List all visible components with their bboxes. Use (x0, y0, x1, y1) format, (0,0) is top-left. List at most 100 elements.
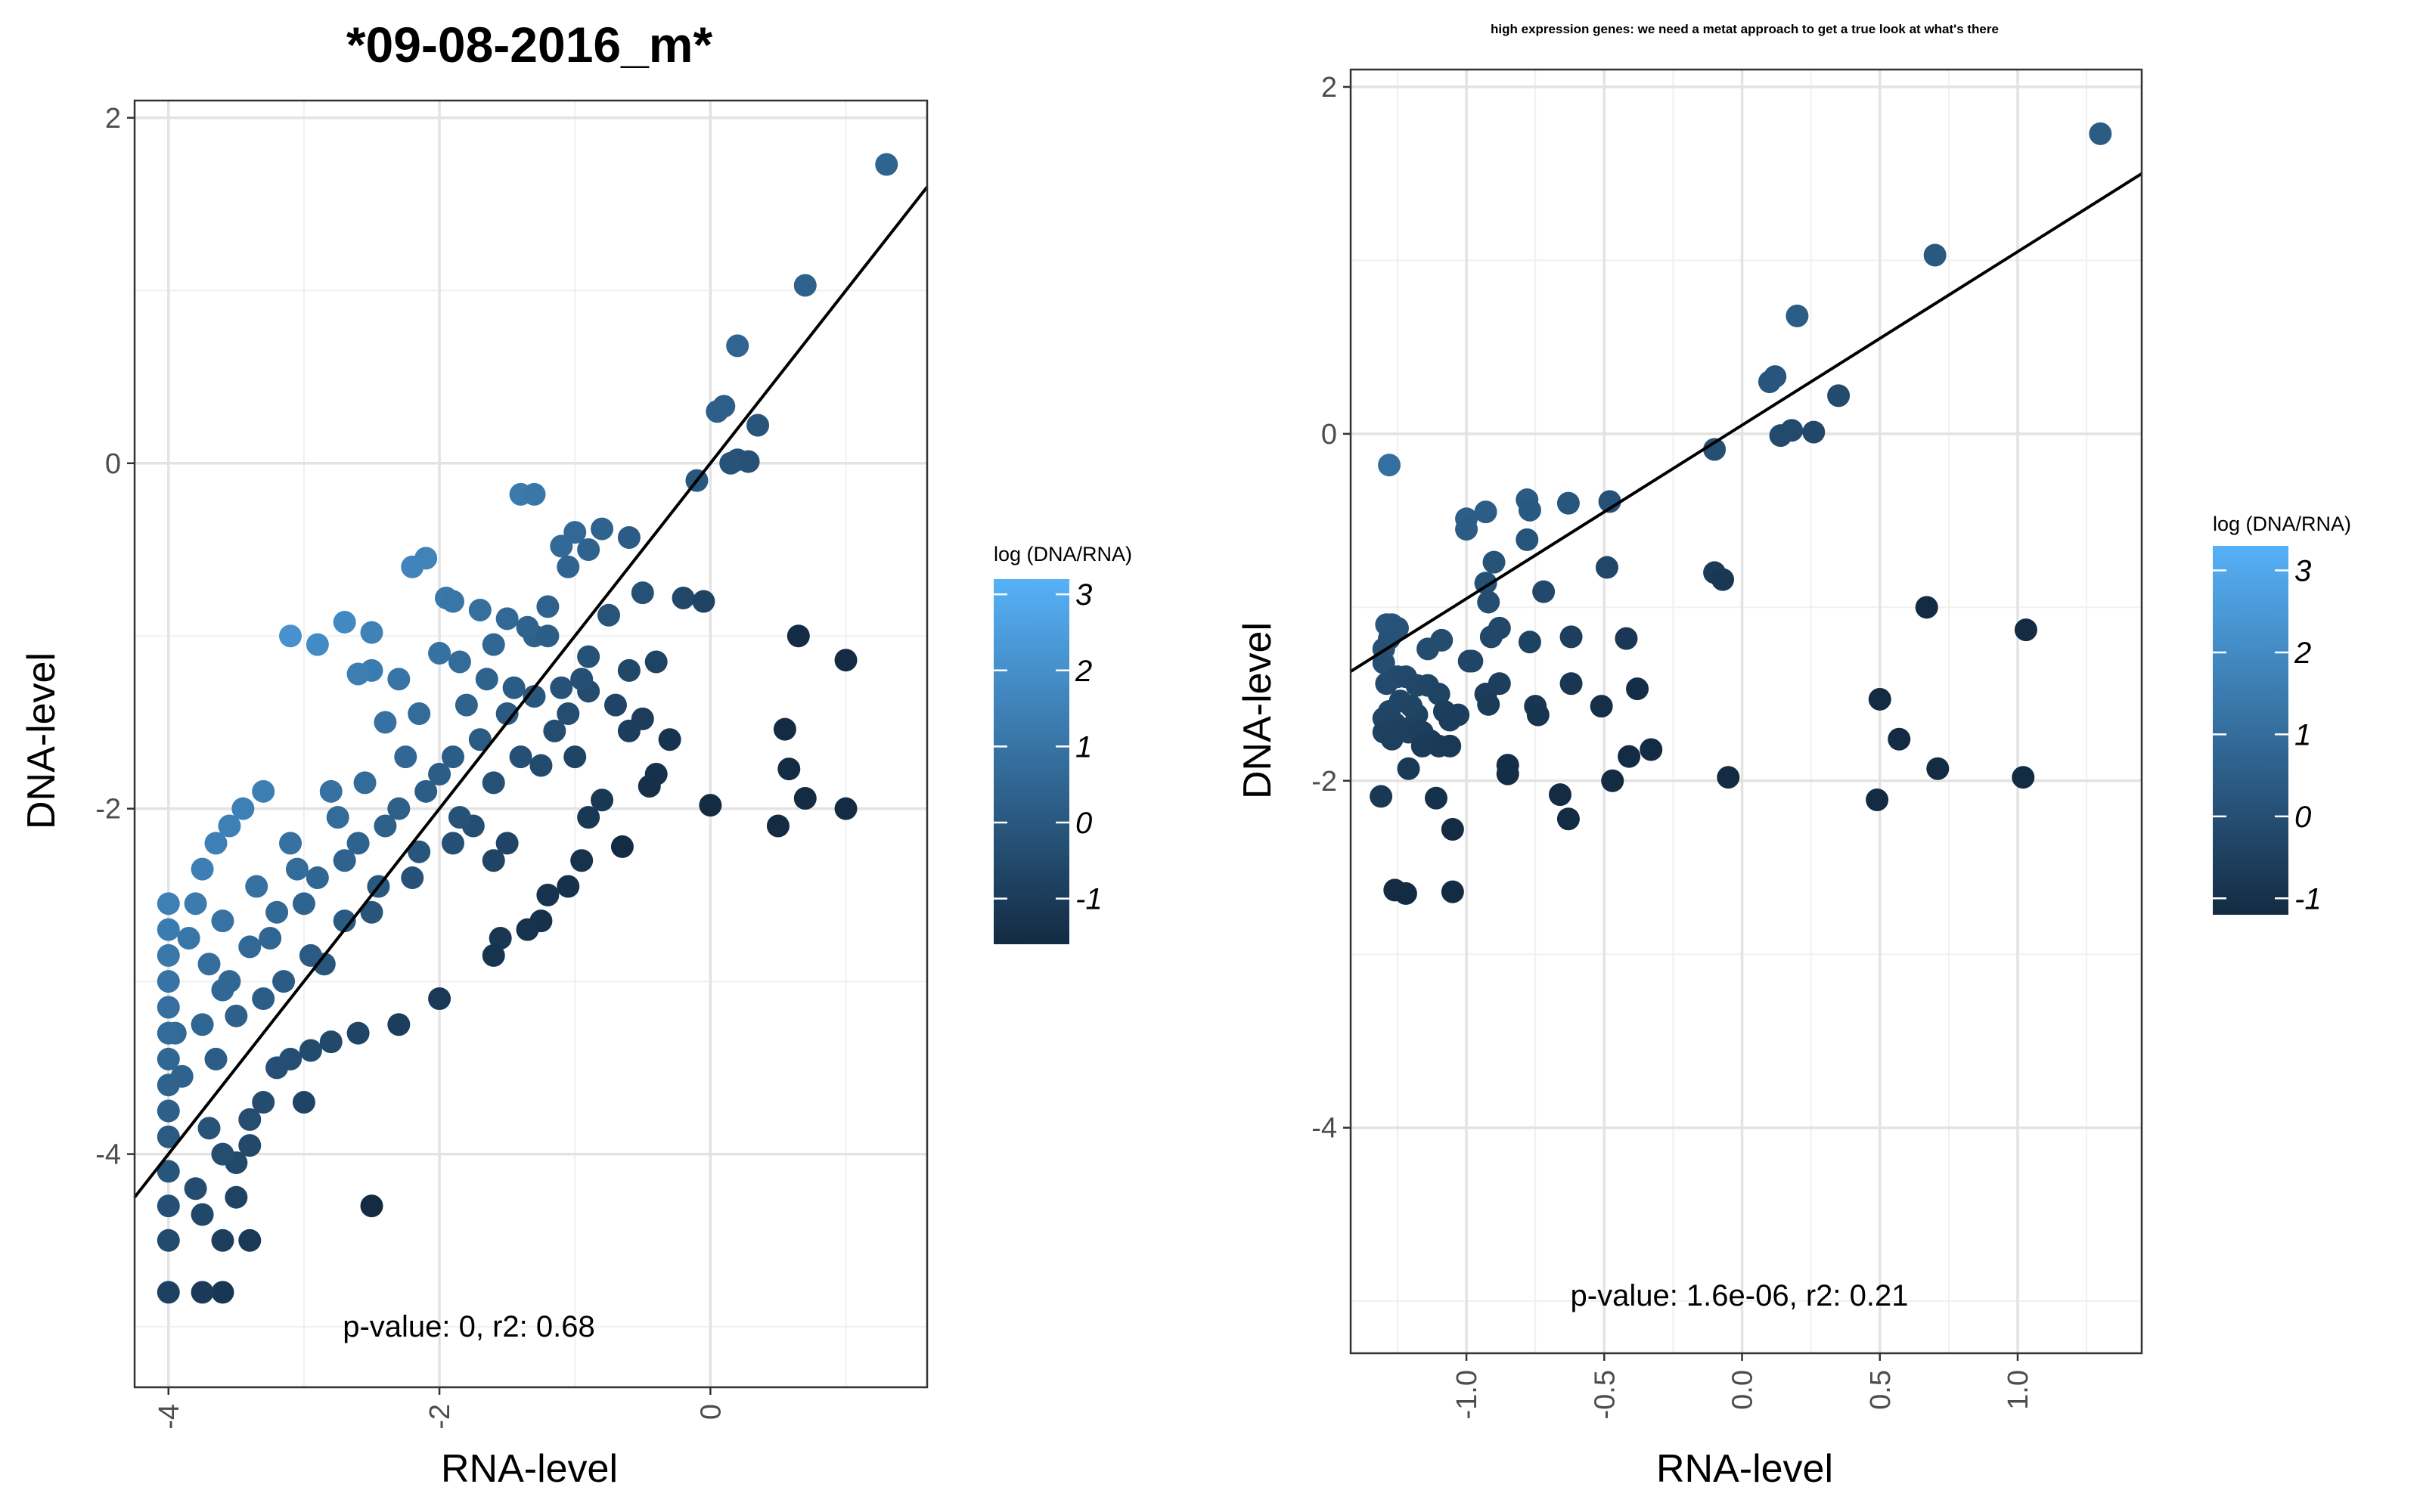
data-point (204, 832, 228, 855)
data-point (401, 866, 424, 890)
data-point (1559, 625, 1583, 649)
data-point (1926, 757, 1950, 780)
data-point (448, 806, 471, 829)
data-point (1866, 789, 1889, 812)
data-point (536, 595, 560, 618)
data-point (408, 702, 431, 726)
data-point (326, 806, 349, 829)
data-point (1868, 687, 1891, 711)
data-point (197, 953, 221, 976)
left-legend-title: log (DNA/RNA) (994, 543, 1132, 565)
data-point (1516, 528, 1539, 551)
data-point (495, 832, 519, 855)
data-point (292, 1091, 315, 1114)
x-tick-label: -0.5 (1589, 1370, 1621, 1419)
x-tick-label: -2 (424, 1404, 456, 1430)
data-point (238, 1228, 262, 1252)
data-point (793, 274, 817, 297)
data-point (577, 645, 600, 668)
data-point (374, 711, 397, 734)
data-point (1526, 703, 1550, 727)
data-point (265, 900, 289, 924)
colorbar-tick-label: 3 (1075, 578, 1092, 612)
data-point (252, 779, 275, 803)
colorbar-tick-label: 1 (1075, 730, 1092, 764)
data-point (157, 1228, 180, 1252)
data-point (157, 970, 180, 993)
data-point (502, 676, 526, 699)
data-point (550, 534, 573, 558)
left-chart: *09-08-2016_m* -4 -2 0 2 -4 -2 0 p-value: 0, r… (20, 17, 1132, 1491)
data-point (1548, 783, 1571, 807)
data-point (1427, 683, 1450, 706)
data-point (2012, 766, 2035, 789)
x-tick-label: -1.0 (1451, 1370, 1483, 1419)
data-point (766, 814, 790, 838)
data-point (191, 857, 214, 881)
y-tick-label: -4 (1311, 1113, 1337, 1145)
data-point (157, 1194, 180, 1218)
x-tick-label: 0.5 (1865, 1370, 1897, 1410)
data-point (374, 814, 397, 838)
data-point (495, 702, 519, 726)
data-point (1618, 745, 1641, 768)
data-point (1786, 304, 1809, 327)
data-point (737, 450, 760, 473)
data-point (218, 814, 241, 838)
data-point (157, 1074, 180, 1097)
data-point (333, 610, 356, 634)
data-point (557, 555, 580, 578)
data-point (834, 649, 858, 672)
data-point (1488, 616, 1511, 640)
x-tick-label: 0 (695, 1404, 727, 1420)
right-points (1370, 122, 2112, 905)
data-point (529, 754, 553, 777)
data-point (1640, 738, 1663, 761)
data-point (1615, 627, 1638, 650)
data-point (577, 538, 600, 561)
data-point (536, 624, 560, 648)
data-point (360, 621, 383, 644)
data-point (719, 451, 743, 475)
data-point (1518, 498, 1541, 522)
right-chart-title: high expression genes: we need a metat a… (1491, 22, 1999, 36)
data-point (387, 1013, 411, 1036)
data-point (563, 745, 587, 769)
data-point (211, 1228, 234, 1252)
data-point (408, 840, 431, 863)
right-colorbar-ticks: 3 2 1 0 -1 (2213, 555, 2322, 916)
data-point (157, 996, 180, 1019)
data-point (773, 717, 796, 741)
data-point (638, 774, 661, 798)
data-point (536, 883, 560, 906)
data-point (570, 849, 594, 872)
left-regression-line (133, 185, 929, 1198)
data-point (658, 728, 681, 751)
data-point (238, 935, 262, 959)
right-colorbar (2213, 546, 2288, 915)
data-point (1626, 677, 1649, 701)
data-point (259, 927, 282, 950)
data-point (509, 745, 532, 769)
data-point (2014, 618, 2037, 642)
right-x-axis-title: RNA-level (1656, 1447, 1833, 1491)
data-point (1923, 243, 1947, 267)
data-point (699, 794, 722, 817)
data-point (1394, 881, 1417, 905)
y-tick-label: -4 (95, 1139, 121, 1171)
data-point (1482, 550, 1506, 574)
right-plot-frame (1349, 68, 2143, 1355)
left-legend: log (DNA/RNA) 3 2 1 0 -1 (994, 543, 1132, 944)
data-point (238, 1134, 262, 1157)
data-point (570, 668, 594, 691)
data-point (1915, 596, 1938, 619)
data-point (523, 482, 546, 506)
data-point (204, 1047, 228, 1070)
data-point (786, 624, 810, 648)
data-point (1601, 769, 1624, 792)
y-tick-label: 0 (105, 448, 121, 480)
data-point (834, 797, 858, 820)
data-point (692, 590, 715, 613)
data-point (591, 789, 614, 812)
data-point (184, 892, 207, 916)
